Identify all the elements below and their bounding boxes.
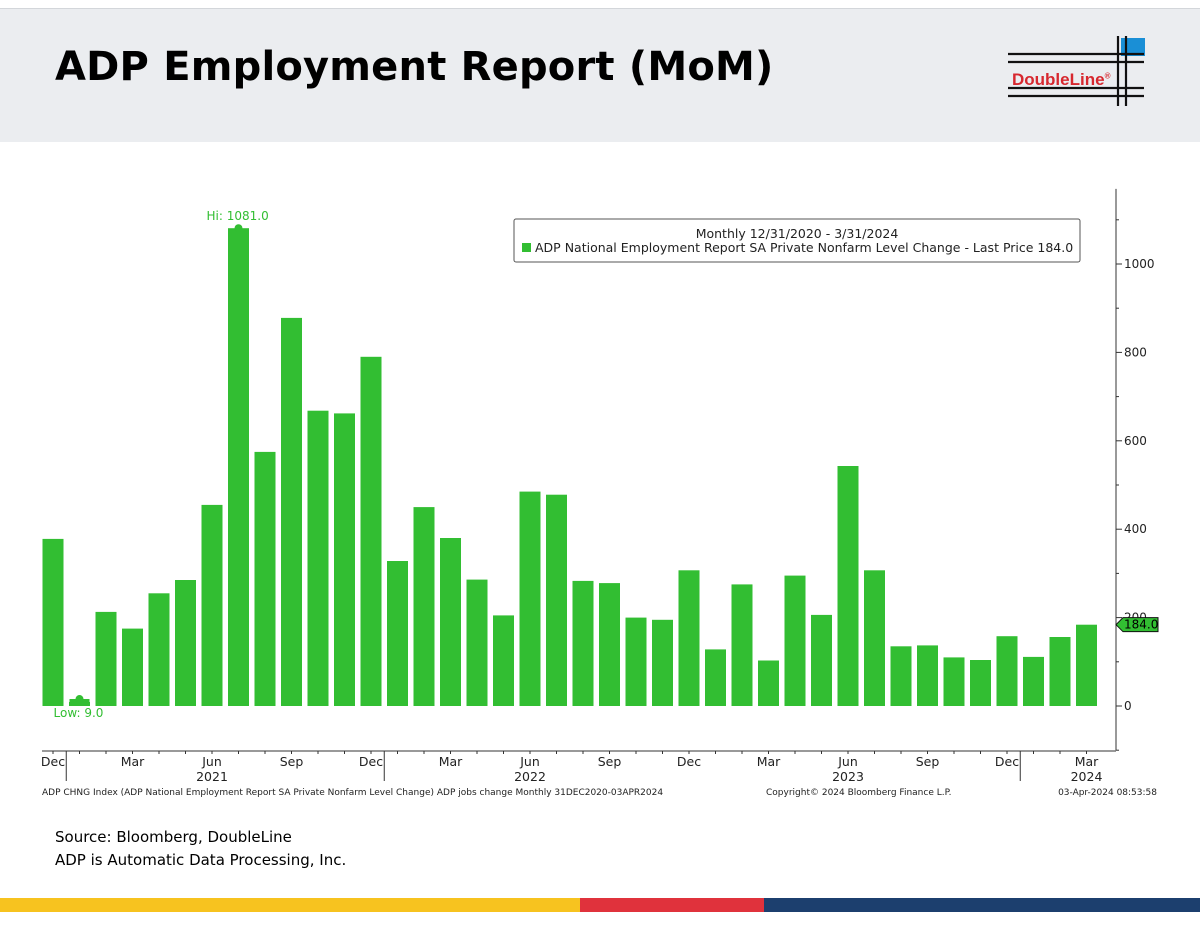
bar [387, 561, 408, 706]
x-tick-label: Sep [598, 754, 622, 769]
bar [546, 494, 567, 706]
bar [943, 657, 965, 706]
logo-text: DoubleLine® [1012, 70, 1111, 89]
footer-right-text: 03-Apr-2024 08:53:58 [1058, 788, 1157, 798]
y-tick-label: 0 [1124, 699, 1132, 713]
year-label: 2021 [196, 769, 228, 784]
stripe-navy [764, 898, 1200, 912]
x-tick-label: Jun [837, 754, 858, 769]
x-tick-label: Dec [677, 754, 701, 769]
x-tick-label: Mar [121, 754, 145, 769]
bar [95, 611, 117, 706]
bar [758, 660, 779, 706]
x-tick-label: Dec [359, 754, 383, 769]
legend-title: Monthly 12/31/2020 - 3/31/2024 [696, 226, 899, 241]
header-band [0, 8, 1200, 142]
stripe-red [580, 898, 764, 912]
bar [705, 649, 726, 706]
bar [493, 615, 514, 706]
footer-left-text: ADP CHNG Index (ADP National Employment … [42, 788, 663, 798]
bar [1023, 656, 1044, 706]
bar [784, 575, 806, 706]
x-axis: Dec Mar Jun Sep Dec Mar Jun Sep Dec Mar Jun Sep Dec M… [41, 750, 1116, 784]
y-axis: 02004006008001000 [1115, 188, 1155, 751]
bar [360, 356, 382, 706]
hi-label: Hi: 1081.0 [207, 209, 269, 223]
hi-marker [234, 224, 243, 233]
bar [837, 466, 859, 706]
bar [334, 413, 355, 706]
x-tick-label: Mar [1075, 754, 1099, 769]
footer-center-text: Copyright© 2024 Bloomberg Finance L.P. [766, 788, 951, 798]
bar [864, 570, 885, 706]
bar [42, 538, 64, 706]
bar [413, 507, 435, 706]
legend-box: Monthly 12/31/2020 - 3/31/2024 ADP Natio… [513, 218, 1081, 263]
low-marker [75, 695, 84, 704]
bar [970, 660, 991, 706]
x-tick-label: Jun [201, 754, 222, 769]
bar [440, 538, 461, 706]
bar [1076, 624, 1097, 706]
x-tick-label: Jun [519, 754, 540, 769]
doubleline-logo-icon [1008, 36, 1145, 106]
year-label: 2024 [1071, 769, 1103, 784]
legend-swatch [522, 243, 531, 252]
stripe-yellow [0, 898, 580, 912]
year-label: 2022 [514, 769, 546, 784]
bar [811, 614, 832, 706]
x-tick-label: Mar [757, 754, 781, 769]
x-tick-label: Mar [439, 754, 463, 769]
bar [1049, 637, 1071, 706]
x-tick-label: Dec [995, 754, 1019, 769]
bar [996, 636, 1018, 706]
company-note: ADP is Automatic Data Processing, Inc. [55, 851, 347, 869]
y-tick-label: 600 [1124, 434, 1147, 448]
bar [917, 645, 938, 706]
hi-low-markers: Hi: 1081.0 Low: 9.0 184.0 [54, 209, 1159, 720]
last-price-label: 184.0 [1124, 618, 1158, 632]
x-tick-label: Sep [280, 754, 304, 769]
low-label: Low: 9.0 [54, 706, 104, 720]
legend-entry: ADP National Employment Report SA Privat… [535, 240, 1073, 255]
bar [201, 504, 223, 706]
y-tick-label: 800 [1124, 345, 1147, 359]
bar [254, 451, 276, 706]
bar [890, 646, 912, 706]
bar [148, 593, 170, 706]
source-note: Source: Bloomberg, DoubleLine [55, 828, 292, 846]
bar [519, 491, 541, 706]
bar [652, 619, 673, 706]
last-price-tag [1115, 617, 1159, 633]
bar [175, 580, 196, 706]
x-tick-label: Sep [916, 754, 940, 769]
x-tick-label: Dec [41, 754, 65, 769]
bar [625, 617, 647, 706]
bar [228, 228, 249, 706]
bar [678, 570, 700, 706]
bar [731, 584, 753, 706]
bar [572, 580, 594, 706]
bar-series [42, 228, 1097, 706]
y-tick-label: 1000 [1124, 257, 1155, 271]
bar [69, 702, 90, 706]
bar [307, 410, 329, 706]
bar [466, 579, 488, 706]
y-tick-label: 400 [1124, 522, 1147, 536]
page-title: ADP Employment Report (MoM) [55, 44, 774, 90]
year-label: 2023 [832, 769, 864, 784]
bar [122, 628, 143, 706]
bar [599, 583, 620, 706]
bar [281, 317, 302, 706]
